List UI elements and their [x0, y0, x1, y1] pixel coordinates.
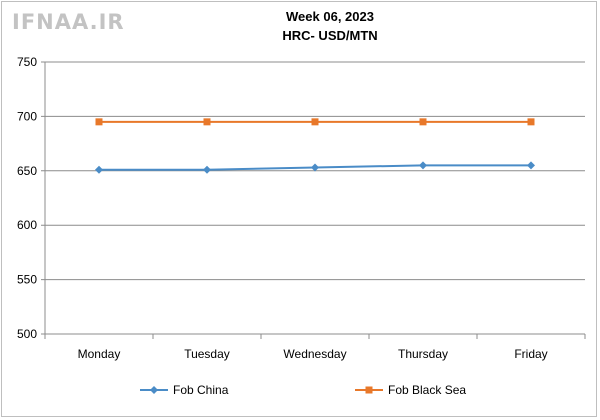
- data-point-fob-china: [95, 165, 103, 174]
- legend-label-fob-black-sea: Fob Black Sea: [388, 383, 466, 397]
- x-tick-label-tuesday: Tuesday: [184, 347, 230, 361]
- data-point-fob-black-sea: [203, 118, 211, 126]
- legend-marker-fob-china: [150, 386, 158, 394]
- legend-item-fob-china: Fob China: [140, 383, 229, 397]
- legend-item-fob-black-sea: Fob Black Sea: [355, 383, 466, 397]
- data-point-fob-china: [419, 161, 427, 170]
- data-point-fob-black-sea: [419, 118, 427, 126]
- x-tick-label-wednesday: Wednesday: [283, 347, 346, 361]
- y-tick-label-750: 750: [17, 55, 37, 69]
- gridlines: [41, 61, 585, 335]
- x-tick-label-friday: Friday: [514, 347, 547, 361]
- legend-label-fob-china: Fob China: [173, 383, 229, 397]
- watermark-logo: IFNAA.IR: [12, 10, 125, 34]
- axes: [44, 62, 586, 339]
- y-tick-label-700: 700: [17, 109, 37, 123]
- y-axis-ticks: 500 550 600 650 700 750: [17, 55, 37, 341]
- legend-marker-fob-black-sea: [365, 386, 373, 394]
- y-tick-label-650: 650: [17, 164, 37, 178]
- series-fob-china: [95, 161, 535, 174]
- series-group: [95, 118, 535, 174]
- data-point-fob-china: [311, 163, 319, 172]
- chart-title: Week 06, 2023: [286, 9, 374, 24]
- data-point-fob-china: [527, 161, 535, 170]
- x-tick-label-monday: Monday: [78, 347, 121, 361]
- y-tick-label-500: 500: [17, 327, 37, 341]
- data-point-fob-black-sea: [527, 118, 535, 126]
- legend: Fob China Fob Black Sea: [140, 383, 466, 397]
- data-point-fob-black-sea: [95, 118, 103, 126]
- data-point-fob-china: [203, 165, 211, 174]
- y-tick-label-550: 550: [17, 273, 37, 287]
- chart-subtitle: HRC- USD/MTN: [282, 28, 377, 43]
- x-tick-label-thursday: Thursday: [398, 347, 448, 361]
- x-axis-ticks: Monday Tuesday Wednesday Thursday Friday: [78, 347, 548, 361]
- series-fob-black-sea: [95, 118, 535, 126]
- data-point-fob-black-sea: [311, 118, 319, 126]
- y-tick-label-600: 600: [17, 218, 37, 232]
